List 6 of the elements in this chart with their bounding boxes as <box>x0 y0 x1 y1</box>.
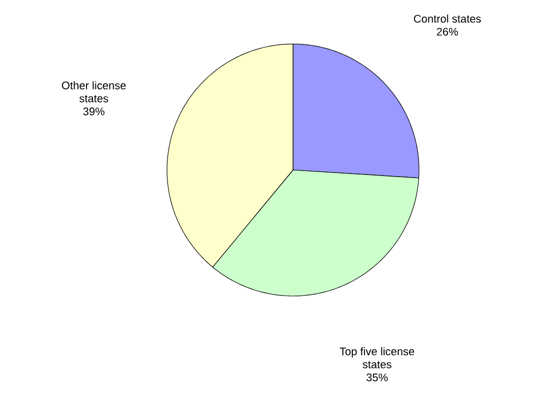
slice-label: Other license states <box>62 81 126 102</box>
data-label: 35% <box>366 374 388 382</box>
data-label: 39% <box>83 108 104 116</box>
slice-label: Top five license states <box>340 347 414 368</box>
data-label: 26% <box>436 28 458 36</box>
slice-label: Control states <box>414 14 481 23</box>
